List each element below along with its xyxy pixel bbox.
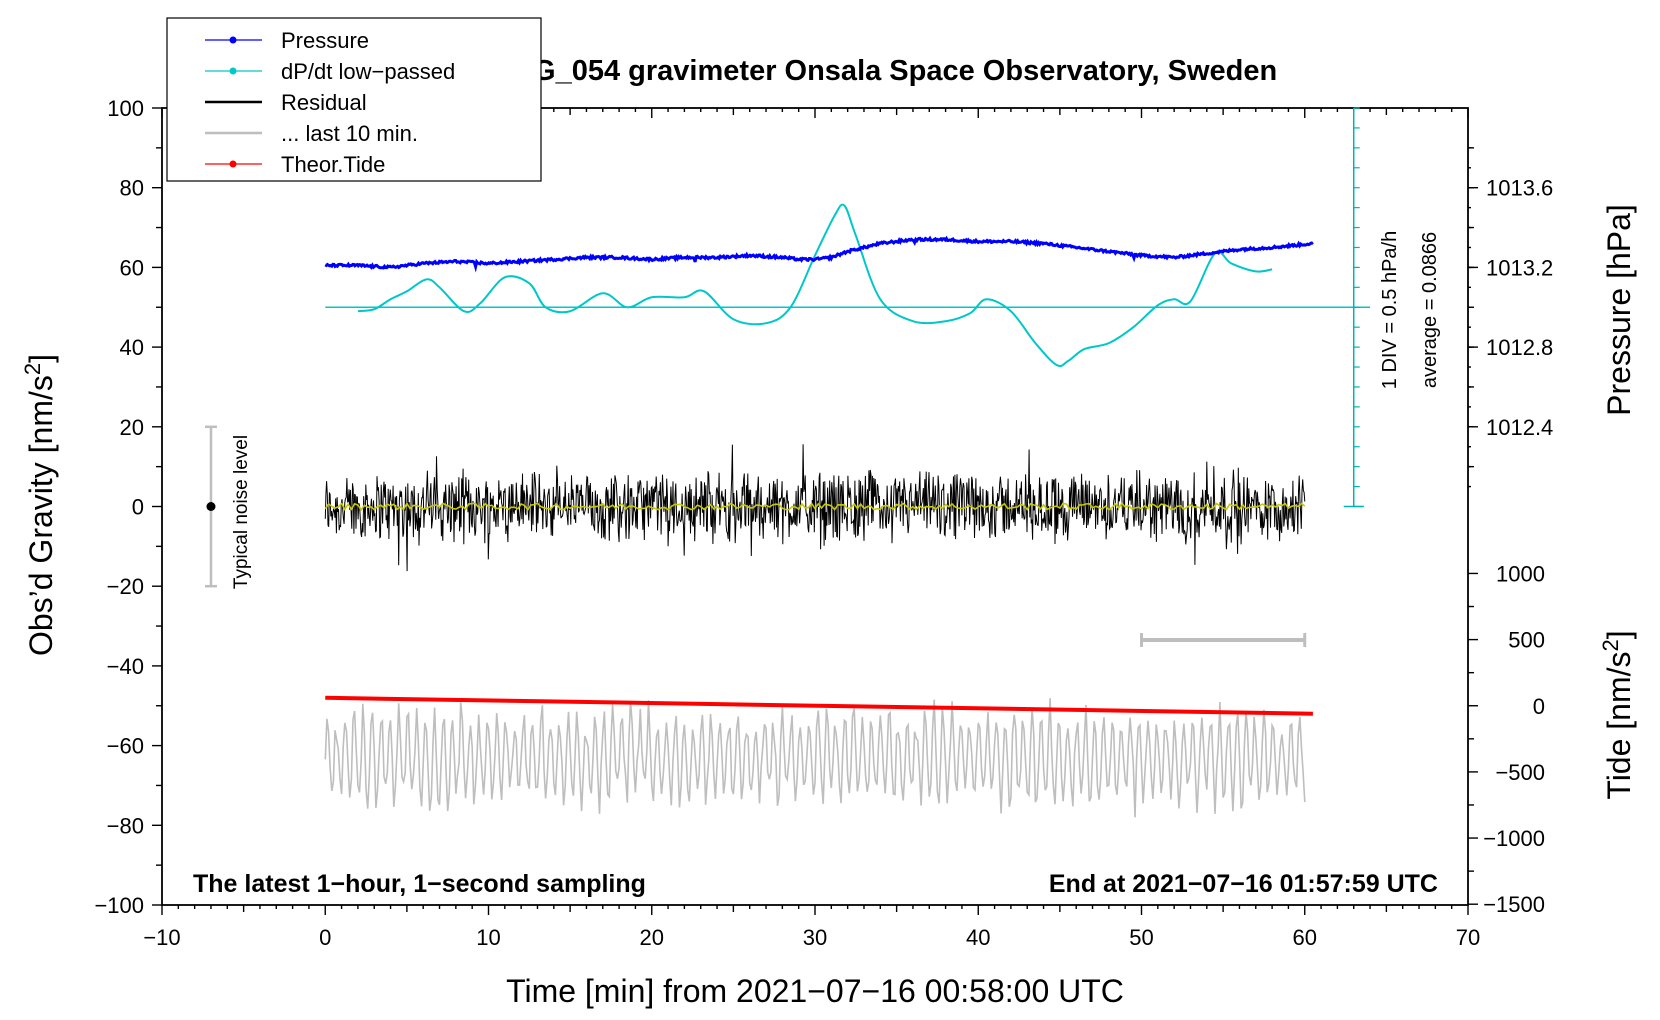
tide-tick-label: −1000	[1483, 826, 1545, 851]
tide-tick-label: −500	[1495, 760, 1545, 785]
x-axis-label: Time [min] from 2021−07−16 00:58:00 UTC	[506, 973, 1124, 1009]
tide-tick-label: 1000	[1496, 561, 1545, 586]
tide-tick-label: 500	[1508, 628, 1545, 653]
annotation-average: average = 0.0866	[1419, 232, 1441, 388]
annotation-noise-level: Typical noise level	[231, 435, 252, 589]
legend-box	[166, 17, 542, 182]
y-tick-label: 20	[120, 415, 144, 440]
x-tick-label: 30	[803, 925, 827, 950]
y-tick-label: 100	[107, 96, 144, 121]
x-tick-label: 10	[476, 925, 500, 950]
x-tick-label: 0	[319, 925, 331, 950]
annotation-end-time: End at 2021−07−16 01:57:59 UTC	[1049, 870, 1438, 898]
annotation-sampling: The latest 1−hour, 1−second sampling	[193, 870, 646, 898]
tide-tick-label: 0	[1533, 694, 1545, 719]
pressure-tick-label: 1012.8	[1486, 335, 1553, 360]
y-axis-label-left-main: Obs’d Gravity [nm/s	[23, 375, 59, 656]
legend-marker	[229, 67, 237, 75]
x-tick-label: 40	[966, 925, 990, 950]
last-10-min-line	[324, 698, 1306, 818]
legend-marker	[229, 36, 237, 44]
y-tick-label: 80	[120, 176, 144, 201]
y-axis-label-tide: Tide [nm/s2]	[1598, 630, 1637, 799]
x-tick-label: 50	[1129, 925, 1153, 950]
legend-label: Theor.Tide	[281, 152, 385, 177]
pressure-tick-label: 1013.2	[1486, 255, 1553, 280]
x-tick-label: 70	[1456, 925, 1480, 950]
legend: Pressure dP/dt low−passed Residual ... last…	[166, 17, 542, 182]
y-tick-label: −20	[107, 574, 144, 599]
x-tick-label: 20	[640, 925, 664, 950]
y-tick-label: 0	[132, 495, 144, 520]
tide-tick-label: −1500	[1483, 892, 1545, 917]
legend-label: Pressure	[281, 28, 369, 53]
y-axis-label-left: Obs’d Gravity [nm/s2]	[20, 354, 59, 656]
pressure-tick-label: 1012.4	[1486, 415, 1553, 440]
data-layer	[204, 107, 1371, 818]
legend-label: Residual	[281, 90, 367, 115]
annotation-div-scale: 1 DIV = 0.5 hPa/h	[1379, 231, 1401, 389]
x-tick-label: −10	[143, 925, 180, 950]
y-tick-label: −100	[94, 893, 144, 918]
legend-label: ... last 10 min.	[281, 121, 418, 146]
y-tick-label: −40	[107, 654, 144, 679]
y-tick-label: 60	[120, 255, 144, 280]
residual-smoothed-line	[324, 501, 1306, 512]
x-tick-label: 60	[1293, 925, 1317, 950]
dpdt-line	[357, 203, 1273, 368]
y-axis-label-pressure: Pressure [hPa]	[1601, 204, 1637, 416]
noise-bar-point	[206, 502, 216, 511]
pressure-tick-label: 1013.6	[1486, 176, 1553, 201]
legend-label: dP/dt low−passed	[281, 59, 455, 84]
y-tick-label: −60	[107, 734, 144, 759]
chart-title: SCG_054 gravimeter Onsala Space Observat…	[493, 55, 1277, 87]
pressure-line	[324, 235, 1314, 273]
legend-marker	[229, 160, 237, 168]
residual-line	[324, 444, 1306, 572]
axis-tick-labels: −10 0 10 20 30 40 50 60 70−100−80−60−40−20020406…	[94, 96, 1553, 950]
y-tick-label: −80	[107, 813, 144, 838]
y-tick-label: 40	[120, 335, 144, 360]
theor-tide-line	[325, 695, 1313, 716]
